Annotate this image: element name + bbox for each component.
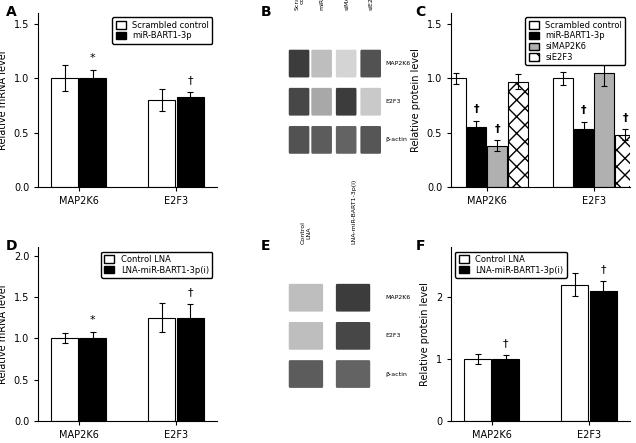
FancyBboxPatch shape [312, 126, 332, 154]
FancyBboxPatch shape [336, 360, 370, 388]
Text: Scrambled
control: Scrambled control [294, 0, 305, 10]
Text: miR-BART1-3p: miR-BART1-3p [320, 0, 324, 10]
Text: †: † [581, 105, 586, 115]
FancyBboxPatch shape [336, 322, 370, 350]
Text: *: * [90, 53, 95, 63]
Bar [508, 82, 528, 187]
Text: C: C [415, 4, 425, 19]
Text: MAP2K6: MAP2K6 [385, 61, 410, 66]
Bar [51, 338, 78, 421]
FancyBboxPatch shape [289, 322, 323, 350]
FancyBboxPatch shape [336, 50, 356, 78]
Text: E2F3: E2F3 [385, 99, 401, 104]
Bar [467, 127, 487, 187]
Bar [574, 129, 593, 187]
Text: E: E [260, 239, 270, 253]
Y-axis label: Relative mRNA level: Relative mRNA level [0, 284, 8, 384]
Y-axis label: Relative protein level: Relative protein level [411, 48, 421, 152]
Text: β-actin: β-actin [385, 372, 407, 377]
FancyBboxPatch shape [289, 284, 323, 311]
FancyBboxPatch shape [361, 50, 381, 78]
Bar [148, 100, 176, 187]
Text: A: A [6, 4, 17, 19]
Legend: Scrambled control, miR-BART1-3p: Scrambled control, miR-BART1-3p [112, 17, 212, 44]
Text: siMAP2K6: siMAP2K6 [344, 0, 349, 10]
Legend: Scrambled control, miR-BART1-3p, siMAP2K6, siE2F3: Scrambled control, miR-BART1-3p, siMAP2K… [525, 17, 625, 65]
Bar [487, 146, 507, 187]
Text: *: * [90, 315, 95, 325]
FancyBboxPatch shape [336, 126, 356, 154]
FancyBboxPatch shape [336, 284, 370, 311]
Text: B: B [260, 4, 271, 19]
Text: D: D [6, 239, 18, 253]
Text: †: † [623, 113, 628, 123]
FancyBboxPatch shape [312, 88, 332, 116]
Y-axis label: Relative protein level: Relative protein level [420, 282, 431, 386]
Legend: Control LNA, LNA-miR-BART1-3p(i): Control LNA, LNA-miR-BART1-3p(i) [101, 252, 212, 278]
Text: siE2F3: siE2F3 [369, 0, 374, 10]
Bar [177, 97, 204, 187]
Text: †: † [503, 338, 509, 348]
Text: MAP2K6: MAP2K6 [385, 295, 410, 300]
FancyBboxPatch shape [312, 50, 332, 78]
Bar [615, 135, 635, 187]
Bar [464, 359, 491, 421]
Text: E2F3: E2F3 [385, 334, 401, 338]
Text: F: F [415, 239, 425, 253]
FancyBboxPatch shape [289, 126, 309, 154]
Bar [595, 73, 614, 187]
Bar [51, 78, 78, 187]
Text: †: † [188, 288, 193, 297]
Bar [80, 78, 106, 187]
Bar [590, 291, 617, 421]
FancyBboxPatch shape [289, 50, 309, 78]
Bar [148, 318, 176, 421]
FancyBboxPatch shape [289, 360, 323, 388]
Text: Control
LNA: Control LNA [301, 221, 312, 244]
Bar [492, 359, 520, 421]
Text: †: † [474, 104, 480, 114]
Bar [562, 284, 588, 421]
Bar [446, 78, 466, 187]
Text: LNA-miR-BART1-3p(i): LNA-miR-BART1-3p(i) [351, 179, 356, 244]
Bar [553, 78, 572, 187]
FancyBboxPatch shape [336, 88, 356, 116]
FancyBboxPatch shape [361, 126, 381, 154]
Y-axis label: Relative mRNA level: Relative mRNA level [0, 50, 8, 150]
Bar [80, 338, 106, 421]
FancyBboxPatch shape [361, 88, 381, 116]
Text: †: † [600, 264, 606, 275]
Legend: Control LNA, LNA-miR-BART1-3p(i): Control LNA, LNA-miR-BART1-3p(i) [455, 252, 567, 278]
Bar [177, 318, 204, 421]
Text: †: † [495, 124, 500, 134]
Text: †: † [188, 75, 193, 85]
Text: β-actin: β-actin [385, 137, 407, 142]
FancyBboxPatch shape [289, 88, 309, 116]
